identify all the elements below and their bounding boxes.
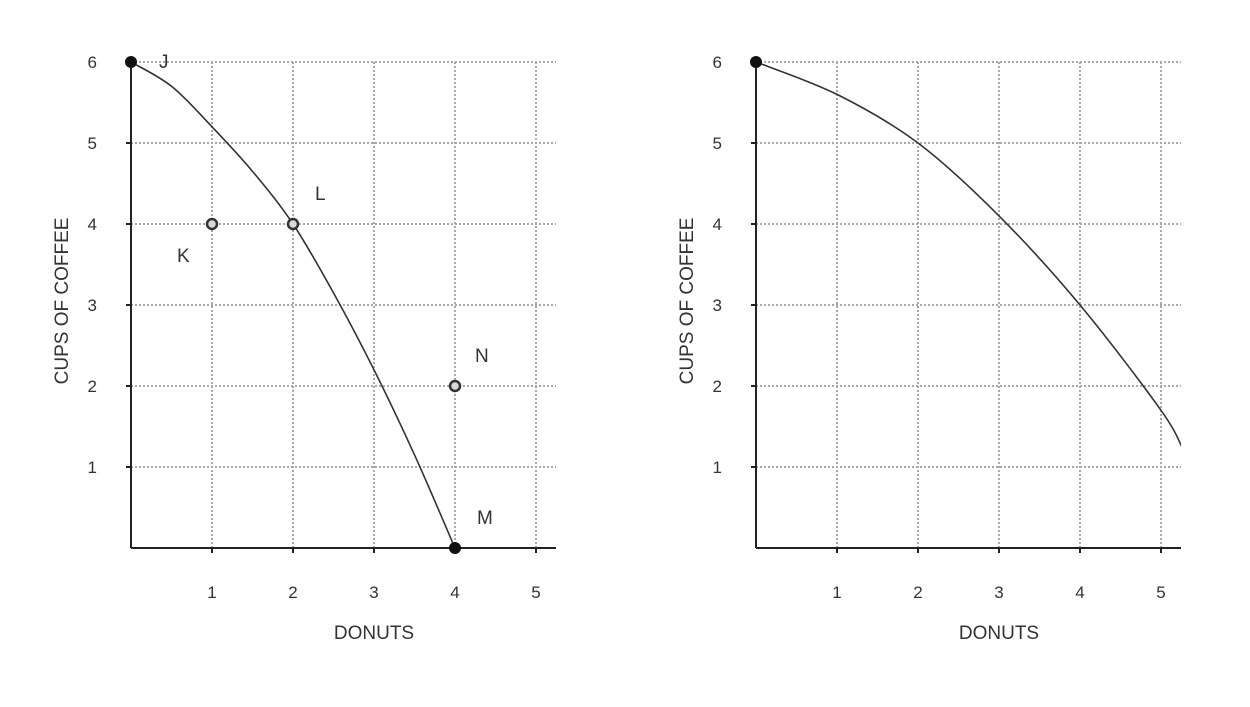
point-marker-n[interactable] (448, 379, 462, 393)
x-tick-label: 1 (207, 583, 216, 602)
y-tick-label: 6 (88, 53, 97, 72)
y-tick-label: 6 (713, 53, 722, 72)
x-tick-label: 2 (288, 583, 297, 602)
point-label-l: L (315, 184, 326, 205)
point-marker-j[interactable] (125, 56, 137, 68)
x-axis-title: DONUTS (959, 623, 1039, 644)
point-marker-l[interactable] (286, 217, 300, 231)
point-marker-k[interactable] (205, 217, 219, 231)
x-axis-title: DONUTS (334, 623, 414, 644)
chart-right: 1 2 3 4 5 1 2 3 4 5 6 DONUTS CUPS OF COFFEE (677, 53, 1181, 644)
y-tick-label: 2 (88, 377, 97, 396)
y-tick-label: 1 (88, 458, 97, 477)
y-tick-label: 4 (713, 215, 722, 234)
y-tick-label: 4 (88, 215, 97, 234)
y-axis-title: CUPS OF COFFEE (52, 218, 73, 385)
ppf-curve (755, 61, 1181, 448)
point-marker-origin[interactable] (750, 56, 762, 68)
y-axis-title: CUPS OF COFFEE (677, 218, 698, 385)
y-tick-label: 3 (88, 296, 97, 315)
x-tick-label: 5 (531, 583, 540, 602)
x-tick-label: 1 (832, 583, 841, 602)
point-marker-m[interactable] (449, 542, 461, 554)
x-tick-label: 4 (450, 583, 459, 602)
y-tick-label: 3 (713, 296, 722, 315)
y-tick-label: 1 (713, 458, 722, 477)
point-label-j: J (159, 52, 169, 73)
x-tick-label: 5 (1156, 583, 1165, 602)
y-tick-label: 5 (713, 134, 722, 153)
point-label-k: K (177, 246, 190, 267)
x-tick-label: 3 (994, 583, 1003, 602)
chart-left: 1 2 3 4 5 1 2 3 4 5 6 DONUTS CUPS OF COFFEE J K L N M (52, 52, 556, 644)
x-tick-label: 3 (369, 583, 378, 602)
y-tick-label: 2 (713, 377, 722, 396)
ppf-curve (130, 61, 456, 549)
y-tick-label: 5 (88, 134, 97, 153)
point-label-m: M (477, 508, 493, 529)
x-tick-label: 2 (913, 583, 922, 602)
point-label-n: N (475, 346, 489, 367)
x-tick-label: 4 (1075, 583, 1084, 602)
